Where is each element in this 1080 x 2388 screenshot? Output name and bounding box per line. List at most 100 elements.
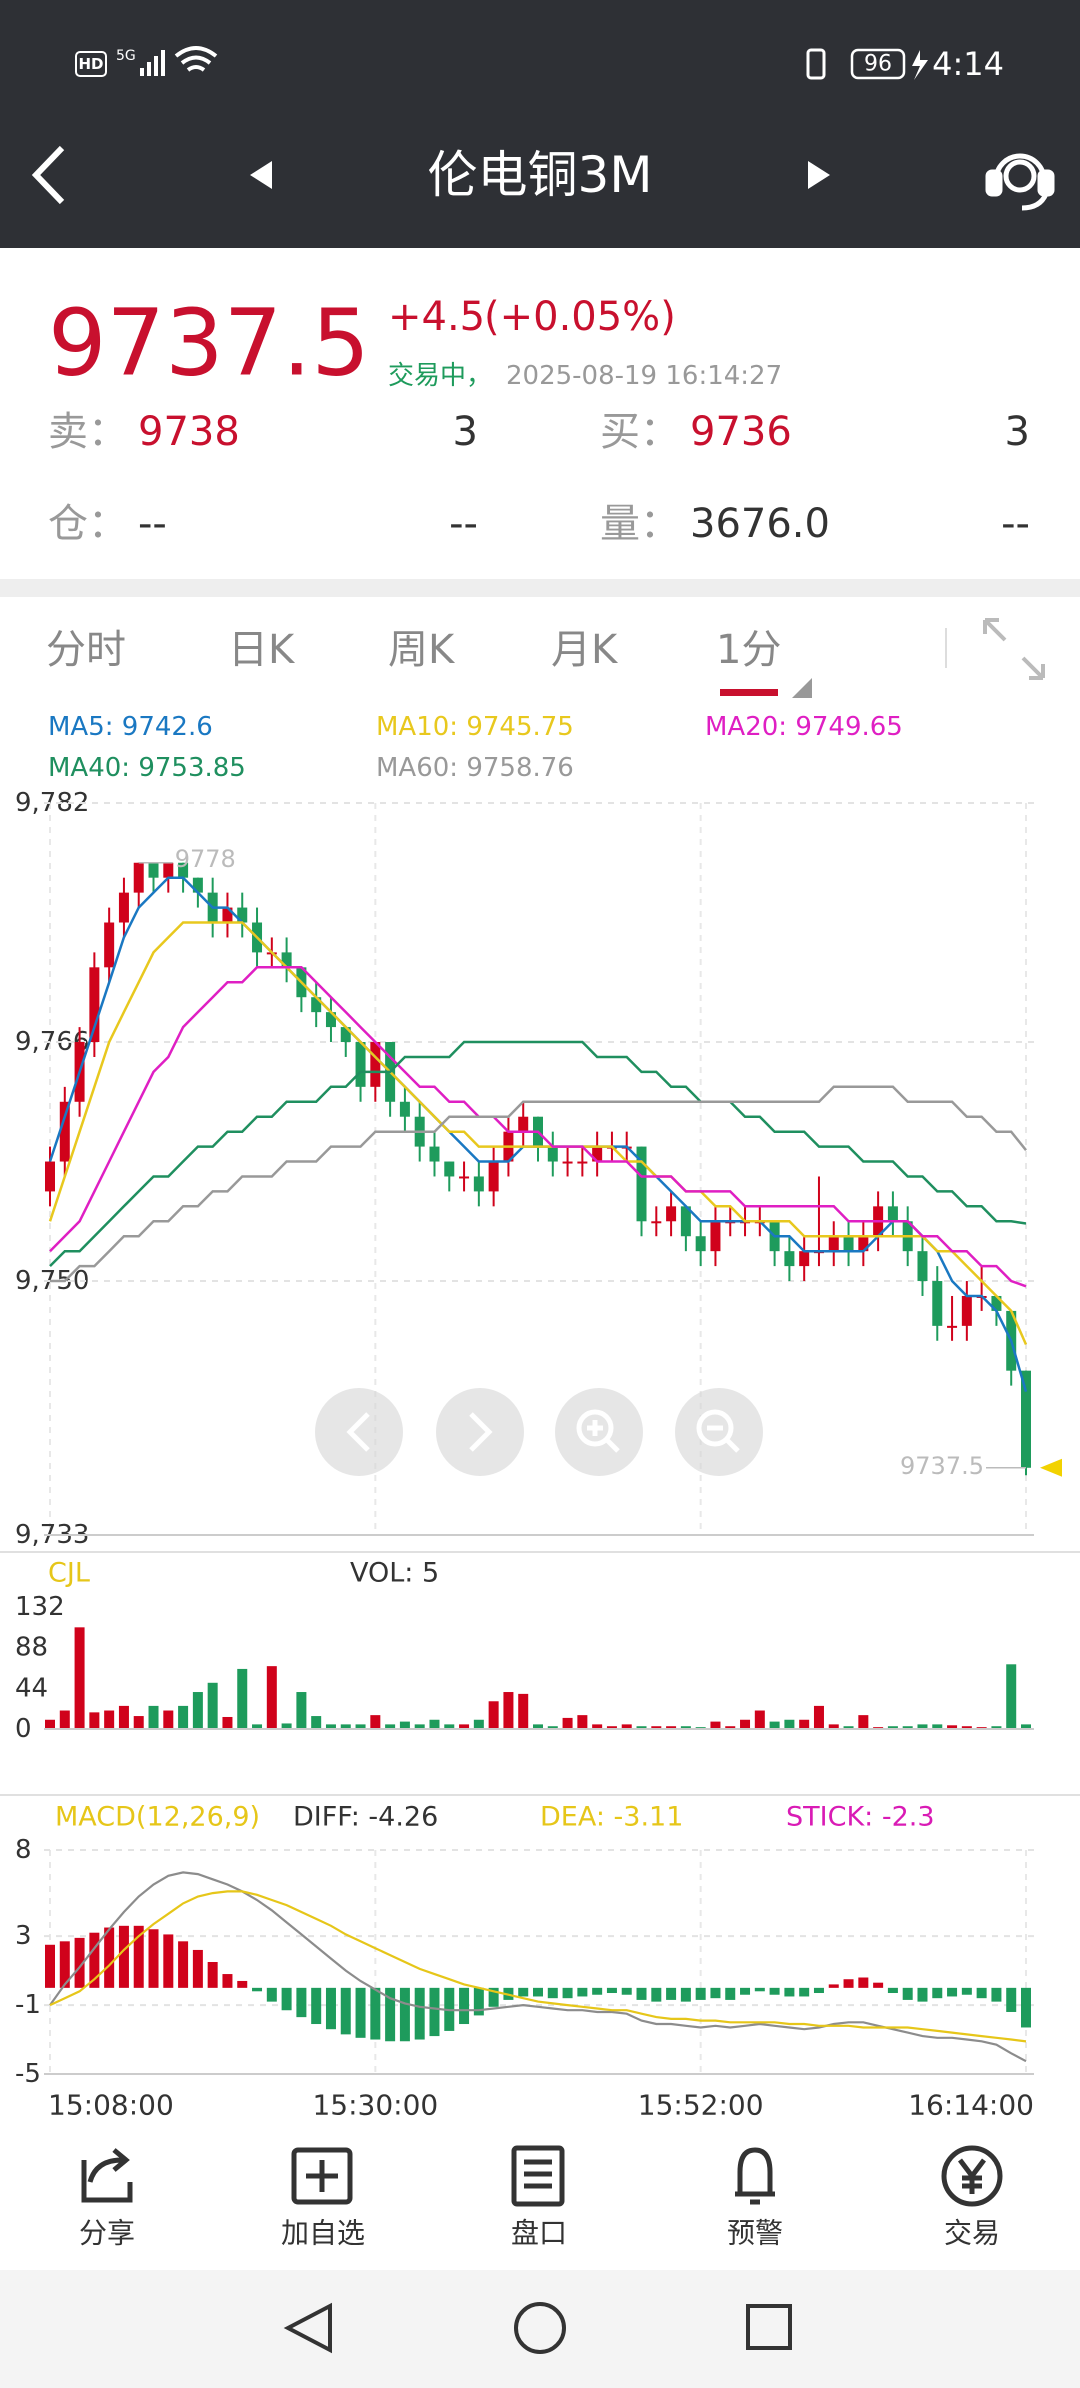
ma-line — [49, 966, 1027, 1288]
back-button[interactable] — [31, 145, 65, 205]
candle-body — [281, 952, 292, 968]
tab[interactable]: 月K — [551, 627, 619, 673]
volume-bar — [59, 1710, 70, 1729]
volume-bar — [399, 1721, 410, 1729]
volume-bar — [503, 1692, 514, 1729]
nav-back[interactable] — [283, 2302, 332, 2354]
macd-bar — [488, 1987, 499, 2007]
y-tick-label: 8 — [15, 1835, 32, 1865]
volume-bar — [89, 1712, 100, 1729]
candle-body — [163, 862, 174, 878]
volume-bar — [991, 1726, 1002, 1729]
candle-body — [104, 922, 115, 968]
candle-body — [222, 907, 233, 923]
macd-bar — [281, 1987, 292, 2011]
volume-bar — [710, 1721, 721, 1729]
service-button[interactable] — [985, 153, 1055, 211]
volume-bar — [799, 1719, 810, 1729]
toolbar-label[interactable]: 盘口 — [511, 2217, 567, 2250]
toolbar-label[interactable]: 分享 — [79, 2217, 135, 2250]
volume-bar — [163, 1710, 174, 1729]
volume-bar — [828, 1724, 839, 1729]
volume-bar — [414, 1724, 425, 1729]
nav-recents[interactable] — [746, 2304, 792, 2350]
scroll-left-button[interactable] — [315, 1388, 403, 1476]
legend-entry: MA5: 9742.6 — [48, 712, 213, 742]
candle-body — [710, 1221, 721, 1252]
candle-body — [562, 1161, 573, 1164]
macd-bar — [163, 1934, 174, 1988]
macd-bar — [370, 1987, 381, 2040]
divider-band — [0, 579, 1080, 597]
macd-bar — [902, 1987, 913, 2000]
toolbar-label[interactable]: 加自选 — [281, 2217, 365, 2250]
candle-body — [133, 862, 144, 893]
macd-bar — [769, 1987, 780, 1995]
volume-bar — [754, 1710, 765, 1729]
bid-price: 9736 — [690, 409, 792, 455]
volume-bar — [325, 1724, 336, 1729]
zoom-in-button[interactable] — [555, 1388, 643, 1476]
macd-bar — [754, 1987, 765, 1992]
page-title: 伦电铜3M — [428, 146, 653, 204]
candle-body — [843, 1236, 854, 1252]
legend-entry: DEA: -3.11 — [540, 1802, 683, 1833]
battery-icon — [850, 48, 906, 80]
prev-button[interactable] — [250, 161, 272, 189]
volume-bar — [207, 1682, 218, 1729]
next-button[interactable] — [808, 161, 830, 189]
tab-active[interactable]: 1分 — [716, 627, 781, 673]
clock: 4:14 — [932, 45, 1004, 83]
panel-title: MACD(12,26,9) — [55, 1802, 260, 1833]
candle-body — [799, 1251, 810, 1267]
tab[interactable]: 周K — [388, 627, 456, 673]
macd-bar — [74, 1937, 85, 1988]
panel-title: CJL — [48, 1558, 90, 1589]
candle-body — [45, 1161, 55, 1192]
fullscreen-button[interactable] — [983, 618, 1045, 680]
panel-subtitle: VOL: 5 — [350, 1558, 439, 1589]
macd-bar — [606, 1987, 617, 1994]
bid-label: 买： — [600, 409, 680, 455]
volume-bar — [281, 1723, 292, 1729]
volume-bar — [133, 1716, 144, 1729]
volume-bar — [148, 1705, 159, 1729]
volume-bar — [562, 1717, 573, 1729]
ma-line — [50, 1085, 1027, 1283]
volume-bar — [666, 1726, 677, 1729]
scroll-right-button[interactable] — [436, 1388, 524, 1476]
candle-body — [917, 1251, 928, 1282]
ask-label: 卖： — [48, 409, 128, 455]
zoom-out-button[interactable] — [675, 1388, 763, 1476]
y-tick-label: 132 — [15, 1592, 65, 1622]
macd-bar — [104, 1927, 115, 1988]
tab-dropdown[interactable] — [792, 678, 812, 698]
candle-body — [340, 1027, 351, 1043]
macd-bar — [680, 1987, 691, 2002]
toolbar-label[interactable]: 预警 — [727, 2217, 783, 2250]
volume-bar — [385, 1724, 396, 1729]
candle-body — [666, 1206, 677, 1222]
volume-bar — [606, 1726, 617, 1729]
macd-bar — [533, 1987, 543, 1997]
oi-label: 仓： — [48, 501, 128, 547]
x-tick-label: 16:14:00 — [908, 2089, 1034, 2122]
candle-body — [1021, 1370, 1031, 1468]
macd-bar — [118, 1925, 129, 1988]
last-price-marker — [1040, 1458, 1062, 1477]
annotation-label: 9778 — [175, 845, 236, 873]
ma-line — [48, 921, 1028, 1346]
tab[interactable]: 分时 — [46, 627, 126, 673]
y-tick-label: 0 — [15, 1714, 32, 1744]
toolbar-icons — [81, 2145, 1003, 2207]
volume-bar — [636, 1726, 647, 1729]
tab[interactable]: 日K — [228, 627, 296, 673]
nav-home[interactable] — [514, 2302, 566, 2354]
macd-bar — [917, 1987, 928, 2002]
macd-bar — [429, 1987, 440, 2037]
toolbar-label[interactable]: 交易 — [944, 2217, 1000, 2250]
candle-body — [311, 997, 322, 1013]
macd-bar — [296, 1987, 307, 2018]
macd-bar — [459, 1987, 470, 2025]
macd-bar — [636, 1987, 647, 2000]
